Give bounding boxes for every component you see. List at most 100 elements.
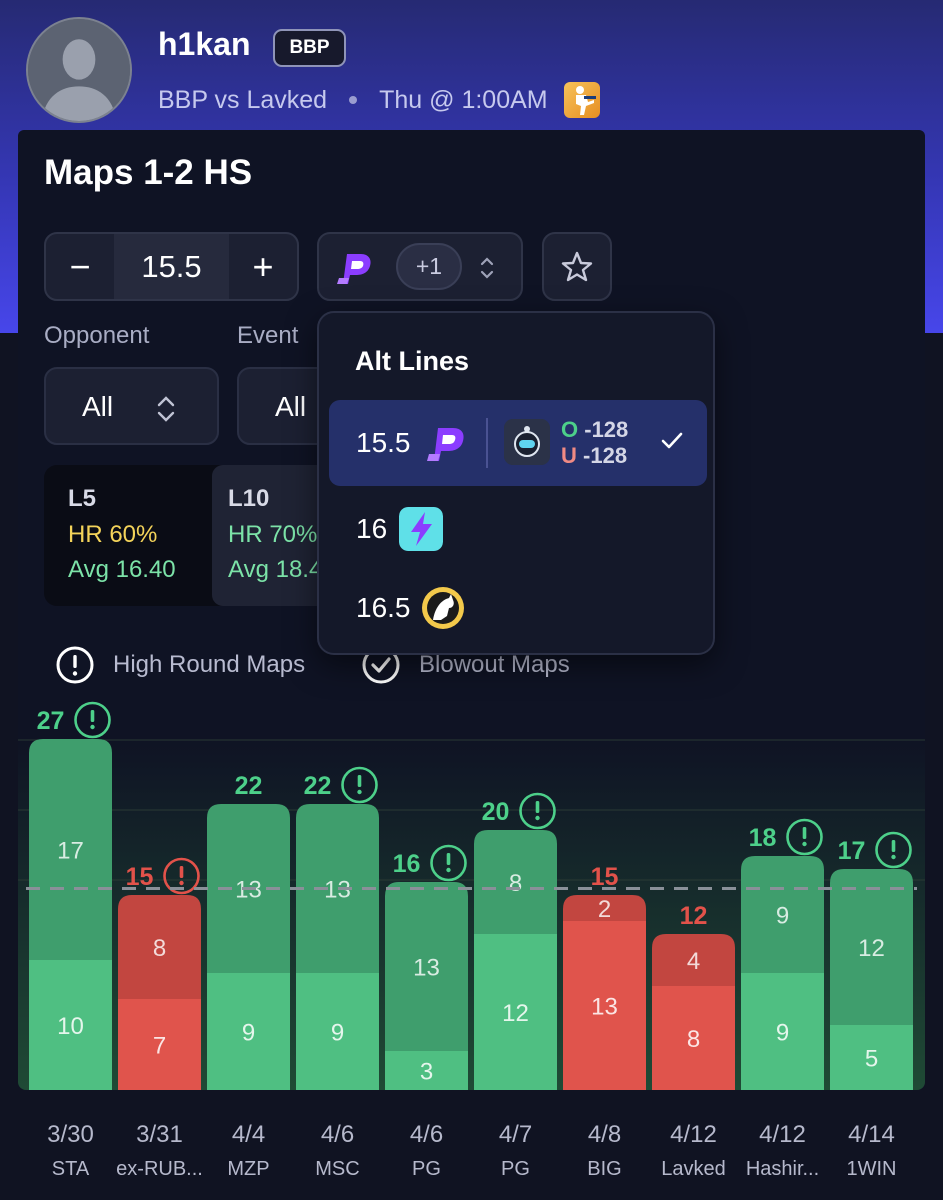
bar-segment-bottom[interactable] xyxy=(741,973,824,1090)
bar-segment-bottom[interactable] xyxy=(118,999,201,1090)
total-value-label: 22 xyxy=(235,772,263,800)
bar-segment-top[interactable] xyxy=(296,804,379,973)
history-chart-svg: 17 10 27 3/30 STA 8 7 15 3/31 ex-RUB... 13 9 22 4/4 MZ… xyxy=(18,701,925,1180)
alt-line-option[interactable]: 16 xyxy=(329,486,707,572)
alert-circle-icon xyxy=(875,831,912,869)
matchup-text: BBP vs Lavked xyxy=(158,85,328,114)
stat-l10[interactable]: L10 HR 70% Avg 18.4 xyxy=(212,465,334,606)
stat-hit-rate: HR 70% xyxy=(228,521,318,548)
segment-value-label: 10 xyxy=(57,1013,84,1040)
alert-circle-icon-dot xyxy=(357,789,362,795)
alert-circle-icon-dot xyxy=(535,815,540,821)
stat-hit-rate: HR 60% xyxy=(68,521,158,548)
total-value-label: 15 xyxy=(591,863,619,891)
bar-segment-bottom[interactable] xyxy=(830,1025,913,1090)
prizepicks-logo-icon xyxy=(427,428,464,461)
alt-line-value: 16.5 xyxy=(356,592,411,623)
total-value-label: 16 xyxy=(393,850,421,878)
bar-segment-top[interactable] xyxy=(29,739,112,960)
more-books-badge: +1 xyxy=(396,243,462,290)
x-tick-date: 4/6 xyxy=(410,1121,443,1148)
total-value-label: 27 xyxy=(37,707,65,735)
bar-segment-top[interactable] xyxy=(385,882,468,1051)
segment-value-label: 4 xyxy=(687,948,700,975)
segment-value-label: 5 xyxy=(865,1046,878,1073)
bar-segment-bottom[interactable] xyxy=(474,934,557,1090)
bar-segment-top[interactable] xyxy=(741,856,824,973)
alt-lines-title: Alt Lines xyxy=(355,346,470,376)
alert-circle-icon xyxy=(74,701,111,739)
match-time: Thu @ 1:00AM xyxy=(379,85,548,114)
alert-circle-icon-dot xyxy=(891,854,896,860)
alert-circle-icon-dot xyxy=(179,880,184,886)
counter-strike-icon xyxy=(563,82,600,118)
alt-line-option[interactable]: 15.5 O -128 U -128 xyxy=(329,400,707,486)
alert-circle-icon xyxy=(430,844,467,882)
alert-circle-icon xyxy=(519,792,556,830)
total-value-label: 20 xyxy=(482,798,510,826)
avatar[interactable] xyxy=(26,17,132,123)
segment-value-label: 9 xyxy=(776,903,789,930)
x-tick-date: 4/8 xyxy=(588,1121,621,1148)
bar-segment-bottom[interactable] xyxy=(296,973,379,1090)
bar-segment-top[interactable] xyxy=(118,895,201,999)
stat-l5[interactable]: L5 HR 60% Avg 16.40 xyxy=(44,465,212,606)
x-tick-date: 4/6 xyxy=(321,1121,354,1148)
line-stepper: − 15.5 + xyxy=(44,232,299,301)
increment-button[interactable]: + xyxy=(252,245,274,287)
alt-lines-dropdown: Alt Lines 15.5 O -128 U -128 16 1 xyxy=(317,311,715,655)
alert-circle-icon xyxy=(56,646,94,684)
player-name: h1kan xyxy=(158,26,251,62)
chevron-updown-icon xyxy=(480,257,494,279)
x-tick-opponent: MZP xyxy=(227,1158,269,1180)
check-icon xyxy=(661,432,683,449)
team-badge: BBP xyxy=(273,29,346,67)
legend-blowout[interactable]: Blowout Maps xyxy=(361,645,570,685)
segment-value-label: 8 xyxy=(153,935,166,962)
decrement-button[interactable]: − xyxy=(69,245,91,287)
alert-circle-icon-bar xyxy=(446,853,451,865)
bar-segment-top[interactable] xyxy=(563,895,646,921)
line-value[interactable]: 15.5 xyxy=(114,234,229,299)
sportsbook-select[interactable]: +1 xyxy=(317,232,523,301)
prop-title: Maps 1-2 HS xyxy=(44,153,253,192)
avatar-silhouette-icon xyxy=(28,19,130,121)
legend-high-round[interactable]: High Round Maps xyxy=(55,645,305,685)
stat-average: Avg 18.4 xyxy=(228,556,323,583)
x-tick-opponent: Hashir... xyxy=(746,1158,819,1180)
stat-label: L10 xyxy=(228,485,270,512)
horse-book-icon xyxy=(422,587,464,629)
alert-circle-icon xyxy=(163,857,200,895)
robot-book-icon xyxy=(504,419,550,465)
bar-segment-bottom[interactable] xyxy=(563,921,646,1090)
favorite-button[interactable] xyxy=(542,232,612,301)
legend-high-round-label: High Round Maps xyxy=(113,651,306,678)
segment-value-label: 9 xyxy=(242,1020,255,1047)
bar-segment-bottom[interactable] xyxy=(29,960,112,1090)
alert-circle-icon-bar xyxy=(891,840,896,852)
x-tick-opponent: 1WIN xyxy=(847,1158,897,1180)
bar-segment-top[interactable] xyxy=(830,869,913,1025)
under-odds: -128 xyxy=(583,443,628,468)
bar-segment-bottom[interactable] xyxy=(207,973,290,1090)
bar-segment-bottom[interactable] xyxy=(385,1051,468,1090)
alert-circle-icon xyxy=(341,766,378,804)
event-label: Event xyxy=(237,322,299,349)
segment-value-label: 7 xyxy=(153,1033,166,1060)
legend-blowout-label: Blowout Maps xyxy=(419,651,570,678)
segment-value-label: 12 xyxy=(502,1000,529,1027)
opponent-select[interactable]: All xyxy=(44,367,219,445)
segment-value-label: 9 xyxy=(776,1020,789,1047)
lightning-book-icon xyxy=(399,507,443,551)
over-prefix: O xyxy=(561,417,579,442)
bar-segment-top[interactable] xyxy=(474,830,557,934)
bar-segment-bottom[interactable] xyxy=(652,986,735,1090)
alt-line-option[interactable]: 16.5 xyxy=(329,565,707,651)
x-tick-opponent: PG xyxy=(412,1158,441,1180)
opponent-value: All xyxy=(82,391,114,422)
x-tick-opponent: MSC xyxy=(315,1158,359,1180)
alert-circle-icon-bar xyxy=(357,775,362,787)
x-tick-date: 4/7 xyxy=(499,1121,532,1148)
divider xyxy=(486,418,488,468)
bar-segment-top[interactable] xyxy=(652,934,735,986)
